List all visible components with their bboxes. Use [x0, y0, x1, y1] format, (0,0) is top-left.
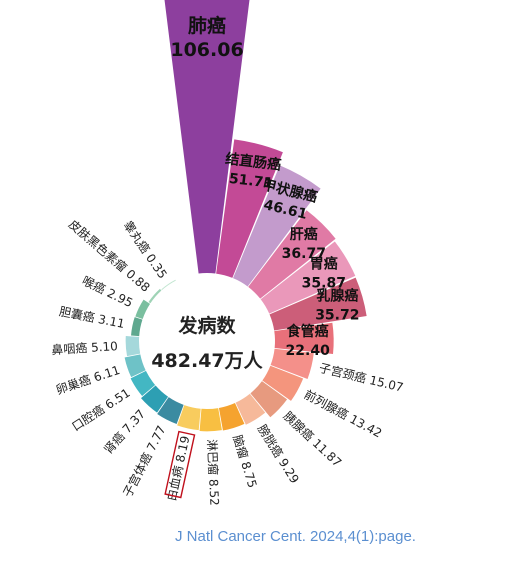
bar-4	[248, 210, 336, 299]
bar-12	[218, 402, 245, 431]
category-label-20: 胆囊癌 3.11	[58, 303, 126, 331]
chart-wedges	[124, 0, 367, 432]
bar-1	[164, 0, 250, 274]
label-group-6: 乳腺癌 35.72	[315, 288, 359, 324]
category-label-22: 皮肤黑色素瘤 0.88	[66, 216, 153, 294]
bar-23	[161, 279, 176, 291]
category-label-4: 肝癌	[290, 226, 318, 243]
bar-11	[235, 393, 266, 425]
label-group-7: 食管癌 22.40	[286, 323, 331, 359]
bar-2	[216, 139, 283, 278]
bar-5	[260, 241, 356, 314]
bar-20	[131, 317, 143, 337]
value-label-1: 106.06	[170, 39, 243, 61]
category-label-1: 肺癌	[188, 14, 226, 37]
source-citation: J Natl Cancer Cent. 2024,4(1):page.	[175, 528, 416, 545]
label-group-4: 肝癌 36.77	[282, 226, 326, 262]
category-label-7: 食管癌	[287, 323, 329, 340]
bar-17	[130, 370, 156, 397]
category-label-12: 脑瘤 8.75	[230, 433, 260, 490]
label-group-5: 胃癌 35.87	[302, 255, 346, 291]
bar-18	[124, 354, 146, 378]
bar-15	[157, 397, 184, 424]
bar-13	[199, 408, 222, 432]
bar-19	[125, 336, 141, 357]
category-label-8: 子宫颈癌 15.07	[318, 360, 405, 395]
bar-14	[177, 405, 201, 431]
category-label-18: 卵巢癌 6.11	[54, 362, 122, 397]
value-label-2: 51.71	[228, 171, 274, 192]
highlight-box	[164, 430, 196, 499]
center-total: 482.47万人	[151, 350, 263, 372]
value-label-4: 36.77	[282, 246, 326, 262]
bar-8	[270, 348, 314, 379]
category-label-6: 乳腺癌	[316, 288, 358, 305]
bar-16	[141, 385, 169, 413]
category-label-14: 白血病 8.19	[163, 434, 192, 502]
bar-10	[250, 381, 288, 418]
center-disc	[145, 279, 269, 403]
value-label-6: 35.72	[315, 308, 359, 324]
bar-3	[233, 165, 321, 287]
value-label-7: 22.40	[286, 343, 331, 359]
value-label-5: 35.87	[302, 275, 346, 291]
category-label-19: 鼻咽癌 5.10	[51, 338, 118, 357]
category-label-2: 结直肠癌	[224, 150, 282, 173]
category-label-13: 淋巴瘤 8.52	[205, 439, 223, 506]
bar-7	[274, 322, 334, 355]
bar-21	[135, 299, 151, 319]
bar-9	[262, 365, 304, 401]
category-label-5: 胃癌	[310, 255, 338, 272]
center-title: 发病数	[177, 314, 236, 337]
bar-6	[269, 277, 367, 331]
bar-22	[148, 288, 162, 304]
